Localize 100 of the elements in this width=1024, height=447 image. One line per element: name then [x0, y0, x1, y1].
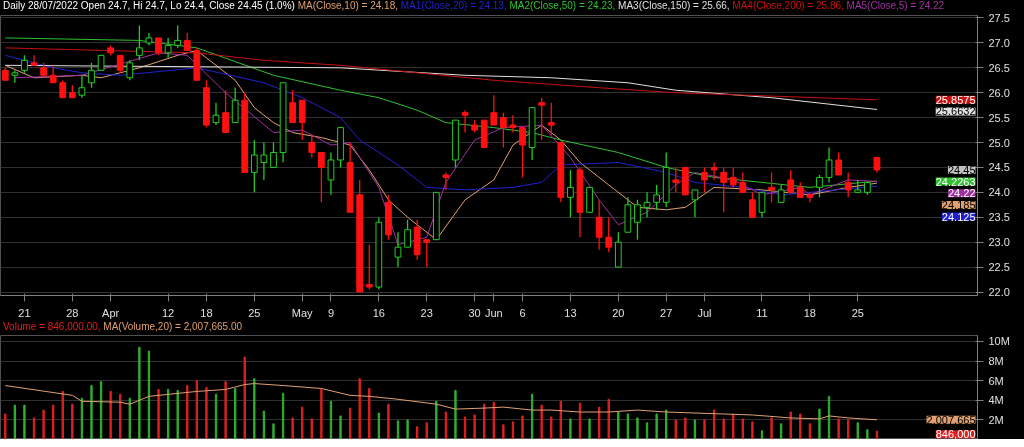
candlestick	[164, 37, 172, 59]
candlestick	[298, 99, 306, 141]
candlestick	[519, 126, 526, 179]
annotation: 24.22	[947, 187, 976, 200]
x-tick-label: 6	[519, 306, 526, 319]
text: Volume = 846,000.00,	[3, 321, 101, 332]
x-tick-label: Jul	[697, 306, 712, 319]
candlestick	[499, 112, 507, 149]
line-series	[4, 383, 878, 421]
line-series	[4, 64, 878, 110]
x-tick-label: 21	[18, 306, 31, 319]
chart-title: Daily 28/07/2022 Open 24.7, Hi 24.7, Lo 24.4, Close 24.45 (1.0%)	[3, 0, 295, 11]
text: MA5(Close,5) = 24.22	[846, 0, 945, 11]
candlestick	[365, 244, 373, 291]
candlestick	[509, 114, 517, 134]
candlestick	[260, 141, 268, 181]
y-tick-label: 25.5	[988, 111, 1010, 124]
x-tick-label: 23	[420, 306, 433, 319]
candlestick	[787, 169, 795, 194]
line-series	[4, 37, 878, 188]
line-series	[4, 47, 878, 101]
candlestick	[595, 199, 603, 251]
candlestick	[538, 97, 546, 141]
y-tick-label: 27.5	[988, 11, 1010, 24]
y-tick-label: 23.5	[988, 211, 1010, 224]
x-tick-label: 25	[851, 306, 864, 319]
candlestick	[30, 54, 38, 66]
text: MA1(Close,20) = 24.13,	[400, 0, 507, 11]
x-tick-label: 16	[372, 306, 385, 319]
candlestick	[289, 89, 297, 124]
y-tick-label: 23.0	[988, 236, 1010, 249]
candlestick	[318, 151, 325, 203]
candlestick	[404, 219, 411, 248]
text: MA4(Close,200) = 25.86,	[732, 0, 844, 11]
candlestick	[567, 169, 574, 218]
candlestick	[835, 151, 842, 176]
x-tick-label: 12	[162, 306, 175, 319]
y-tick-label: 24.5	[988, 161, 1010, 174]
candlestick	[605, 216, 613, 253]
annotation: 24.2263	[935, 175, 976, 188]
candlestick	[710, 161, 718, 181]
y-tick-label: 27.0	[988, 36, 1010, 49]
text: MA(Volume,20) = 2,007,665.00	[103, 321, 243, 332]
text: MA(Close,10) = 24.18,	[297, 0, 398, 11]
candlestick	[442, 171, 450, 191]
y-tick-label: 26.5	[988, 61, 1010, 74]
candlestick	[816, 174, 823, 198]
candlestick	[749, 191, 756, 218]
candlestick	[327, 151, 335, 196]
candlestick	[672, 166, 680, 194]
x-tick-label: 28	[66, 306, 79, 319]
candlestick	[768, 171, 775, 203]
x-tick-label: 20	[612, 306, 625, 319]
candlestick	[825, 146, 833, 184]
y-tick-label: 26.0	[988, 86, 1010, 99]
x-tick-label: 18	[200, 306, 213, 319]
x-tick-label: 9	[327, 306, 335, 319]
candlestick	[461, 109, 469, 134]
candlestick	[720, 166, 728, 213]
candlestick	[11, 69, 19, 84]
candlestick	[394, 231, 402, 268]
y-tick-label: 22.5	[988, 261, 1010, 274]
candlestick	[126, 59, 134, 81]
candlestick	[844, 171, 852, 198]
candlestick	[222, 89, 229, 134]
candlestick	[423, 239, 431, 268]
text: MA3(Close,150) = 25.66,	[618, 0, 730, 11]
candlestick	[653, 184, 660, 211]
x-tick-label: Apr	[102, 306, 120, 319]
candlestick	[701, 166, 708, 194]
candlestick	[806, 191, 814, 203]
annotation: 25.6632	[935, 105, 976, 118]
x-tick-label: Jun	[484, 306, 503, 319]
x-tick-label: 11	[756, 306, 768, 319]
candlestick	[136, 24, 143, 61]
candlestick	[308, 134, 316, 159]
y-tick-label: 22.0	[988, 286, 1010, 299]
x-tick-label: May	[291, 306, 314, 319]
x-tick-label: 30	[468, 306, 481, 319]
y-tick-label: 25.0	[988, 136, 1010, 149]
candlestick	[88, 62, 95, 89]
candlestick	[739, 171, 747, 194]
y-tick-label: 4M	[988, 394, 1004, 407]
x-tick-label: 13	[564, 306, 577, 319]
candlestick	[270, 141, 277, 169]
annotation: 24.45	[947, 163, 976, 176]
y-tick-label: 10M	[988, 335, 1010, 348]
x-tick-label: 18	[803, 306, 817, 319]
x-tick-label: 25	[248, 306, 261, 319]
y-tick-label: 24.0	[988, 186, 1010, 199]
annotation: 25.8575	[935, 93, 976, 106]
candlestick	[490, 94, 498, 126]
candlestick	[643, 191, 651, 218]
annotation: 24.125	[941, 210, 976, 223]
annotation: 846,000	[935, 428, 976, 441]
candlestick	[174, 24, 182, 49]
candlestick	[691, 189, 699, 218]
candlestick	[212, 102, 220, 126]
y-tick-label: 8M	[988, 355, 1004, 368]
y-tick-label: 2M	[988, 413, 1004, 426]
